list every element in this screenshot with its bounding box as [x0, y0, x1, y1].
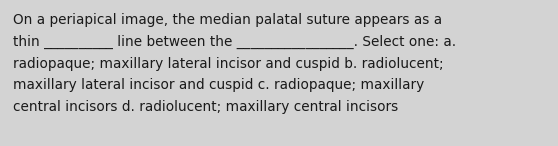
Text: maxillary lateral incisor and cuspid c. radiopaque; maxillary: maxillary lateral incisor and cuspid c. …	[13, 78, 424, 92]
Text: central incisors d. radiolucent; maxillary central incisors: central incisors d. radiolucent; maxilla…	[13, 100, 398, 114]
Text: thin __________ line between the _________________. Select one: a.: thin __________ line between the _______…	[13, 35, 456, 49]
Text: radiopaque; maxillary lateral incisor and cuspid b. radiolucent;: radiopaque; maxillary lateral incisor an…	[13, 57, 444, 71]
Text: On a periapical image, the median palatal suture appears as a: On a periapical image, the median palata…	[13, 13, 442, 27]
